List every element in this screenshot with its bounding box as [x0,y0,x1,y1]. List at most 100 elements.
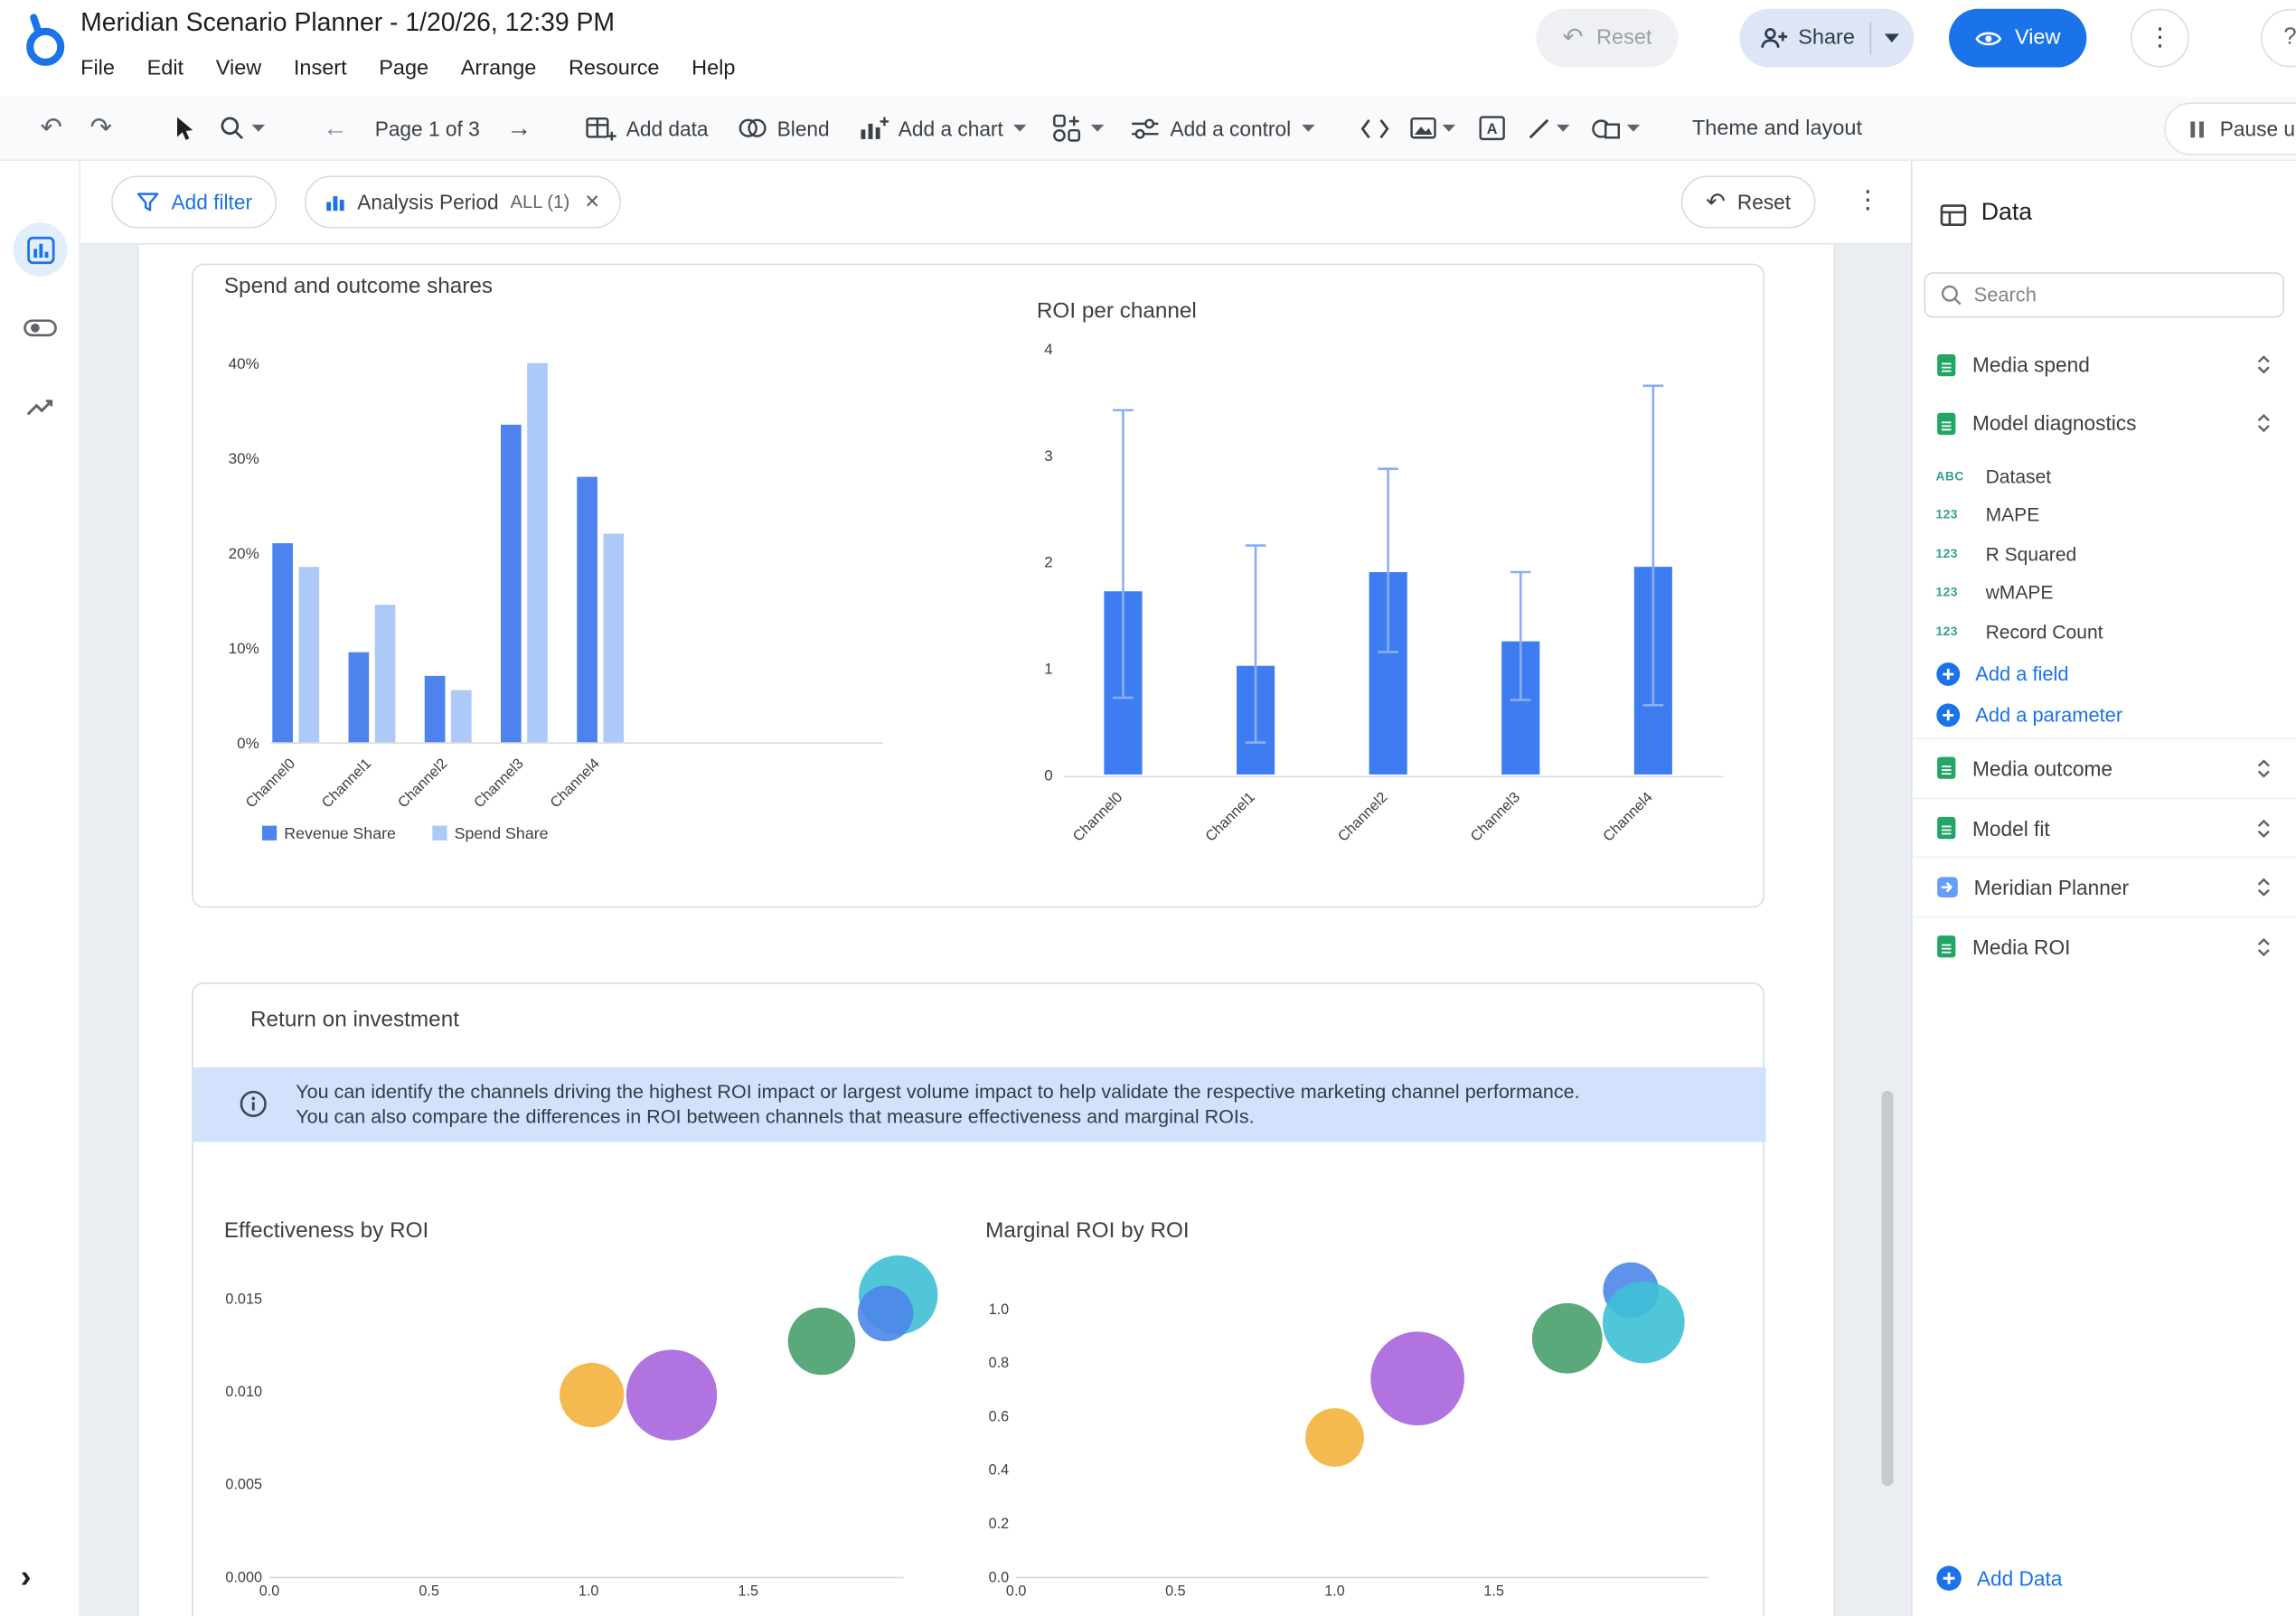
shape-tool-button[interactable] [1581,103,1651,153]
data-panel: Data Media spend Model diagnostics ABC D… [1910,161,2296,1616]
svg-text:1.0: 1.0 [989,1301,1010,1318]
zoom-tool-button[interactable] [208,103,276,153]
chart-title-effectiveness: Effectiveness by ROI [223,1217,429,1244]
svg-text:1.5: 1.5 [1483,1583,1504,1600]
unfold-icon[interactable] [2254,756,2274,780]
field-row-mape[interactable]: 123 MAPE [1913,495,2296,533]
share-button[interactable]: Share [1739,8,1914,68]
unfold-icon[interactable] [2254,816,2274,840]
chevron-down-icon [1301,124,1315,132]
add-parameter-button[interactable]: Add a parameter [1913,694,2296,735]
spend-shares-canvas[interactable]: 0% 10% 20% 30% 40% Channel0 Channel1 Channel2 Ch… [206,350,953,862]
menu-page[interactable]: Page [379,57,429,81]
menu-resource[interactable]: Resource [568,57,660,81]
menu-view[interactable]: View [215,57,262,81]
data-source-name: Meridian Planner [1973,874,2130,898]
data-source-media-spend[interactable]: Media spend [1913,335,2296,394]
pause-updates-button[interactable]: Pause u [2164,102,2296,155]
plus-circle-icon [1936,662,1961,686]
add-data-button-bottom[interactable]: Add Data [1913,1549,2296,1608]
field-type-icon: 123 [1935,624,1958,639]
unfold-icon[interactable] [2254,935,2274,958]
help-button[interactable]: ? [2261,8,2296,68]
roi-canvas[interactable]: 0 1 2 3 4 Channel0 Channel1 Channel2 Channel3 Cha… [1027,331,1745,865]
report-title[interactable]: Meridian Scenario Planner - 1/20/26, 12:… [80,7,616,37]
redo-button[interactable]: ↷ [76,103,126,153]
left-rail: › [0,161,81,1616]
page-indicator[interactable]: Page 1 of 3 [360,103,494,153]
blend-button[interactable]: Blend [723,103,844,153]
svg-text:0: 0 [1044,766,1052,784]
rail-trends-button[interactable] [14,380,68,434]
view-button[interactable]: View [1949,8,2087,68]
svg-text:1.5: 1.5 [739,1583,759,1600]
report-page[interactable]: Spend and outcome shares 0% 10% 20% 30% 40% C… [138,244,1834,1616]
field-name: Record Count [1985,620,2103,643]
field-row-r-squared[interactable]: 123 R Squared [1913,534,2296,572]
add-filter-label: Add filter [171,190,253,214]
add-chart-button[interactable]: Add a chart [844,103,1041,153]
rail-controls-button[interactable] [14,300,68,354]
menu-insert[interactable]: Insert [293,57,347,81]
embed-code-button[interactable] [1350,103,1399,153]
add-control-label: Add a control [1170,116,1292,140]
rail-expand-button[interactable]: › [20,1557,32,1595]
eye-icon [1975,31,2002,45]
community-viz-button[interactable] [1041,103,1116,153]
svg-text:1: 1 [1044,661,1052,678]
data-source-meridian-planner[interactable]: Meridian Planner [1912,856,2296,916]
svg-text:3: 3 [1044,447,1052,465]
field-row-record-count[interactable]: 123 Record Count [1913,612,2296,650]
menu-edit[interactable]: Edit [146,57,184,81]
undo-button[interactable]: ↶ [26,103,76,153]
unfold-icon[interactable] [2254,411,2274,435]
info-icon [240,1090,267,1117]
chip-close-icon[interactable]: ✕ [584,190,601,212]
add-control-button[interactable]: Add a control [1116,103,1330,153]
add-filter-button[interactable]: Add filter [111,175,278,229]
marginal-canvas[interactable]: 0.0 0.2 0.4 0.6 0.8 1.0 0.0 0.5 1.0 1.5 [968,1254,1729,1616]
effectiveness-canvas[interactable]: 0.000 0.005 0.010 0.015 0.0 0.5 1.0 1.5 [206,1254,946,1616]
card-return-on-investment[interactable]: Return on investment You can identify th… [192,982,1766,1616]
data-source-media-outcome[interactable]: Media outcome [1912,738,2296,796]
unfold-icon[interactable] [2254,875,2274,898]
text-tool-button[interactable]: A [1466,103,1516,153]
next-page-button[interactable]: → [494,103,544,153]
filter-chip-analysis-period[interactable]: Analysis Period ALL (1) ✕ [304,175,621,229]
data-source-model-fit[interactable]: Model fit [1912,797,2296,857]
image-tool-button[interactable] [1399,103,1467,153]
prev-page-button[interactable]: ← [310,103,360,153]
share-caret-icon[interactable] [1884,33,1899,42]
rail-report-button[interactable] [13,222,68,277]
looker-studio-logo [26,14,65,66]
header-reset-button[interactable]: ↶ Reset [1536,8,1679,68]
menu-file[interactable]: File [80,57,115,81]
canvas-scrollbar[interactable] [1881,1090,1894,1487]
menu-arrange[interactable]: Arrange [460,57,537,81]
field-row-wmape[interactable]: 123 wMAPE [1913,572,2296,610]
sheets-icon [1937,756,1956,779]
filter-reset-button[interactable]: ↶ Reset [1680,175,1816,229]
menu-help[interactable]: Help [692,57,736,81]
card-spend-and-roi[interactable]: Spend and outcome shares 0% 10% 20% 30% 40% C… [192,263,1764,908]
data-source-model-diagnostics[interactable]: Model diagnostics [1913,394,2296,453]
search-input[interactable] [1973,284,2238,306]
undo-icon: ↶ [40,112,62,143]
help-label: ? [2283,24,2296,51]
unfold-icon[interactable] [2254,352,2274,376]
filter-more-button[interactable]: ⋮ [1855,185,1880,214]
add-data-button[interactable]: Add data [570,103,723,153]
svg-text:Channel1: Channel1 [1202,789,1258,845]
sheets-icon [1937,353,1956,376]
add-field-button[interactable]: Add a field [1913,653,2296,693]
svg-text:0.4: 0.4 [989,1462,1010,1479]
data-source-media-roi[interactable]: Media ROI [1912,916,2296,975]
text-tool-icon: A [1478,116,1505,141]
search-icon [1941,285,1962,305]
theme-layout-label: Theme and layout [1691,116,1862,140]
field-row-dataset[interactable]: ABC Dataset [1913,456,2296,494]
line-tool-button[interactable] [1517,103,1581,153]
header-more-button[interactable]: ⋮ [2130,8,2189,68]
select-tool-button[interactable] [158,103,208,153]
theme-layout-button[interactable]: Theme and layout [1678,103,1877,153]
